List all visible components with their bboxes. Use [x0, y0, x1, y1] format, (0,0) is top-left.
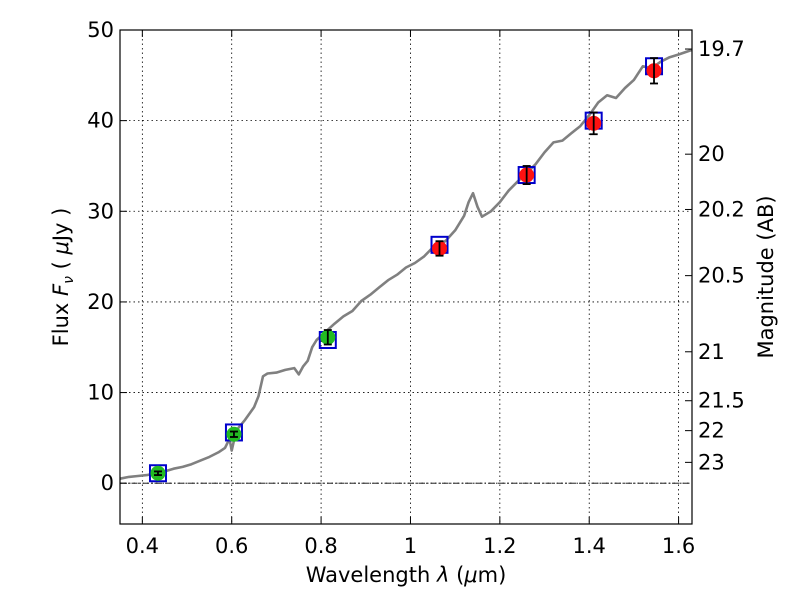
plot-frame — [119, 29, 693, 525]
y-axis-label: Flux Fν ( μJy ) — [49, 208, 77, 347]
x-tick-label: 1.4 — [573, 534, 606, 558]
right-axis-label: Magnitude (AB) — [754, 195, 778, 358]
y-tick-label: 20 — [87, 290, 114, 314]
x-tick-label: 0.6 — [215, 534, 248, 558]
x-tick-label: 0.8 — [304, 534, 337, 558]
axis-ticks: 0.4 0.6 0.8 1 1.2 1.4 1.6 0 10 20 30 40 50 19.7 20 20.2… — [87, 18, 745, 558]
right-tick-label: 20 — [698, 142, 725, 166]
x-tick-label: 1.6 — [662, 534, 695, 558]
spectrum-line — [119, 48, 693, 480]
right-tick-label: 23 — [698, 450, 725, 474]
right-tick-label: 21.5 — [698, 389, 745, 413]
right-tick-label: 21 — [698, 340, 725, 364]
right-tick-label: 20.2 — [698, 197, 745, 221]
y-tick-label: 10 — [87, 381, 114, 405]
right-tick-label: 19.7 — [698, 37, 745, 61]
data-marks — [148, 57, 664, 483]
grid-lines — [120, 29, 692, 524]
right-tick-label: 22 — [698, 419, 725, 443]
x-tick-label: 1 — [404, 534, 417, 558]
y-tick-label: 50 — [87, 18, 114, 42]
right-tick-label: 20.5 — [698, 264, 745, 288]
x-axis-label: Wavelength λ (μm) — [306, 563, 507, 587]
x-tick-label: 1.2 — [483, 534, 516, 558]
y-tick-label: 30 — [87, 199, 114, 223]
y-tick-label: 40 — [87, 109, 114, 133]
model-box — [148, 464, 167, 483]
x-tick-label: 0.4 — [126, 534, 159, 558]
y-tick-label: 0 — [101, 471, 114, 495]
